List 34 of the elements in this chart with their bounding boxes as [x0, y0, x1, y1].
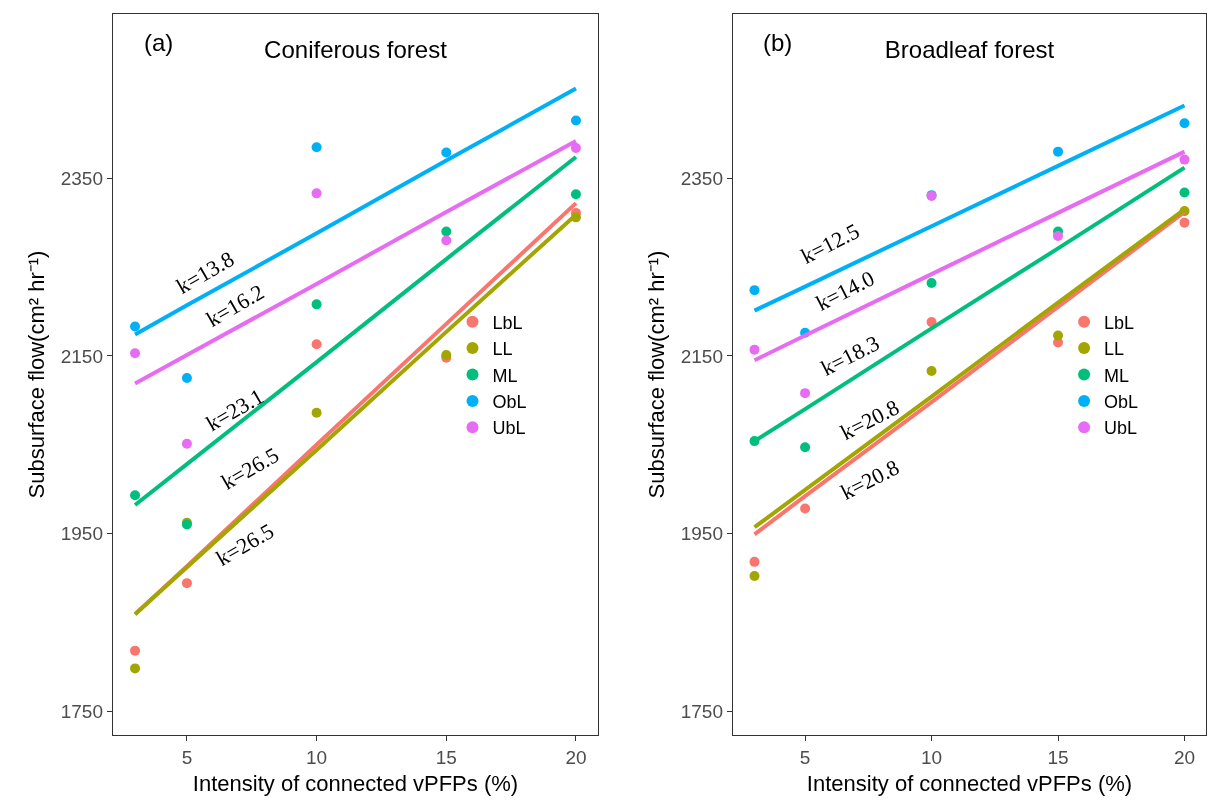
y-tick-label: 2350 [680, 167, 723, 189]
x-tick-label: 10 [920, 747, 943, 768]
x-tick-label: 20 [565, 747, 587, 768]
y-tick-label: 1750 [60, 700, 103, 722]
text: Coniferous forest [264, 36, 448, 64]
y-tick-label: 1750 [680, 700, 723, 722]
y-tick-label: 2150 [60, 345, 103, 367]
legend-label: ML [1104, 365, 1130, 386]
x-tick-label: 15 [1047, 747, 1069, 768]
x-tick-label: 20 [1173, 747, 1196, 768]
y-axis-title: Subsurface flow(cm² hr⁻¹) [643, 250, 669, 499]
legend-label: ObL [1104, 391, 1139, 412]
legend-label: UbL [492, 418, 526, 439]
y-axis-title: Subsurface flow(cm² hr⁻¹) [23, 250, 49, 499]
y-tick-label: 2350 [60, 167, 103, 189]
text: Broadleaf forest [884, 36, 1055, 64]
x-tick-label: 15 [435, 747, 457, 768]
annotation: (a) [144, 29, 174, 56]
legend-label: ObL [492, 391, 527, 412]
x-tick-label: 5 [799, 747, 811, 768]
x-axis-title: Intensity of connected vPFPs (%) [806, 770, 1133, 796]
y-tick-label: 1950 [60, 523, 103, 545]
y-tick-label: 1950 [680, 523, 723, 545]
x-tick-label: 10 [306, 747, 328, 768]
x-axis-title: Intensity of connected vPFPs (%) [192, 770, 519, 796]
legend-label: UbL [1104, 418, 1138, 439]
y-tick-label: 2150 [680, 345, 723, 367]
legend-label: LL [1104, 339, 1125, 360]
annotation: (b) [763, 29, 793, 56]
legend-label: LbL [1104, 312, 1135, 333]
legend-label: LL [492, 339, 513, 360]
legend-label: ML [492, 365, 518, 386]
legend-label: LbL [492, 312, 523, 333]
x-tick-label: 5 [181, 747, 193, 768]
